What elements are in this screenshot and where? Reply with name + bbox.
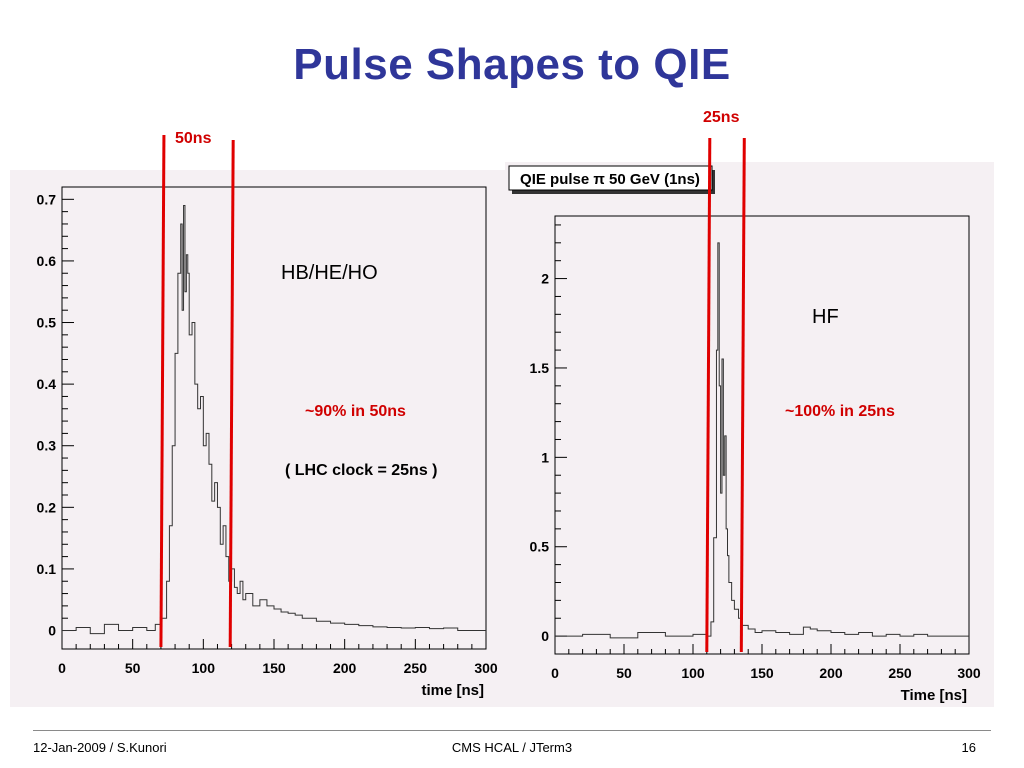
right-ytick-label: 2	[541, 271, 549, 287]
right-xtick-label: 50	[616, 665, 632, 681]
right-ytick-label: 1	[541, 449, 549, 465]
left-xtick-label: 100	[192, 660, 216, 676]
left-ytick-label: 0.5	[37, 315, 57, 331]
left-xtick-label: 300	[474, 660, 498, 676]
right-fraction-note: ~100% in 25ns	[785, 403, 895, 420]
hist-title: QIE pulse π 50 GeV (1ns)	[520, 171, 700, 188]
left-detector-label: HB/HE/HO	[281, 262, 378, 284]
right-axes: 0 50 100 150 200 250 300 0 0.5 1 1.5 2 Time [ns]	[530, 224, 981, 704]
left-fraction-note: ~90% in 50ns	[305, 403, 406, 420]
lhc-clock-note: ( LHC clock = 25ns )	[285, 462, 438, 479]
left-xaxis-label: time [ns]	[421, 682, 484, 699]
right-ytick-label: 0.5	[530, 539, 550, 555]
right-plot-frame	[505, 162, 994, 707]
left-xtick-label: 150	[262, 660, 286, 676]
footer-event: CMS HCAL / JTerm3	[451, 740, 573, 755]
left-xtick-label: 250	[404, 660, 428, 676]
left-ytick-label: 0.2	[37, 499, 57, 515]
right-pulse-trace	[555, 242, 969, 639]
footer-page-number: 16	[961, 740, 976, 755]
right-xaxis-label: Time [ns]	[901, 687, 967, 704]
left-pulse-trace	[62, 204, 486, 635]
slide-title: Pulse Shapes to QIE	[293, 40, 731, 89]
right-window-label: 25ns	[703, 109, 740, 126]
right-ytick-label: 1.5	[530, 360, 550, 376]
left-window-label: 50ns	[175, 130, 212, 147]
left-ytick-label: 0.1	[37, 561, 57, 577]
left-ytick-label: 0.7	[37, 191, 57, 207]
footer-rule	[33, 730, 991, 731]
right-xtick-label: 300	[957, 665, 981, 681]
right-xtick-label: 150	[750, 665, 774, 681]
left-plot-frame	[10, 170, 505, 707]
left-xtick-label: 200	[333, 660, 357, 676]
left-ytick-label: 0.4	[37, 376, 57, 392]
right-xtick-label: 250	[888, 665, 912, 681]
hist-title-box	[508, 165, 713, 191]
window-markers	[159, 134, 746, 653]
right-ytick-label: 0	[541, 628, 549, 644]
right-window-marker-2	[739, 137, 746, 653]
footer-author-date: 12-Jan-2009 / S.Kunori	[33, 740, 167, 755]
right-xtick-label: 0	[551, 665, 559, 681]
right-window-marker-1	[705, 137, 712, 653]
left-xtick-label: 50	[125, 660, 141, 676]
left-xtick-label: 0	[58, 660, 66, 676]
left-ytick-label: 0.3	[37, 438, 57, 454]
left-window-marker-2	[228, 139, 235, 648]
left-ytick-label: 0.6	[37, 253, 57, 269]
left-window-marker-1	[159, 134, 166, 648]
right-xtick-label: 200	[819, 665, 843, 681]
left-ytick-label: 0	[48, 623, 56, 639]
right-detector-label: HF	[812, 306, 839, 328]
right-xtick-label: 100	[681, 665, 705, 681]
left-axes: 0 50 100 150 200 250 300 0 0.1 0.2 0.3 0.4 0.5 0.6 0.7…	[37, 186, 498, 699]
